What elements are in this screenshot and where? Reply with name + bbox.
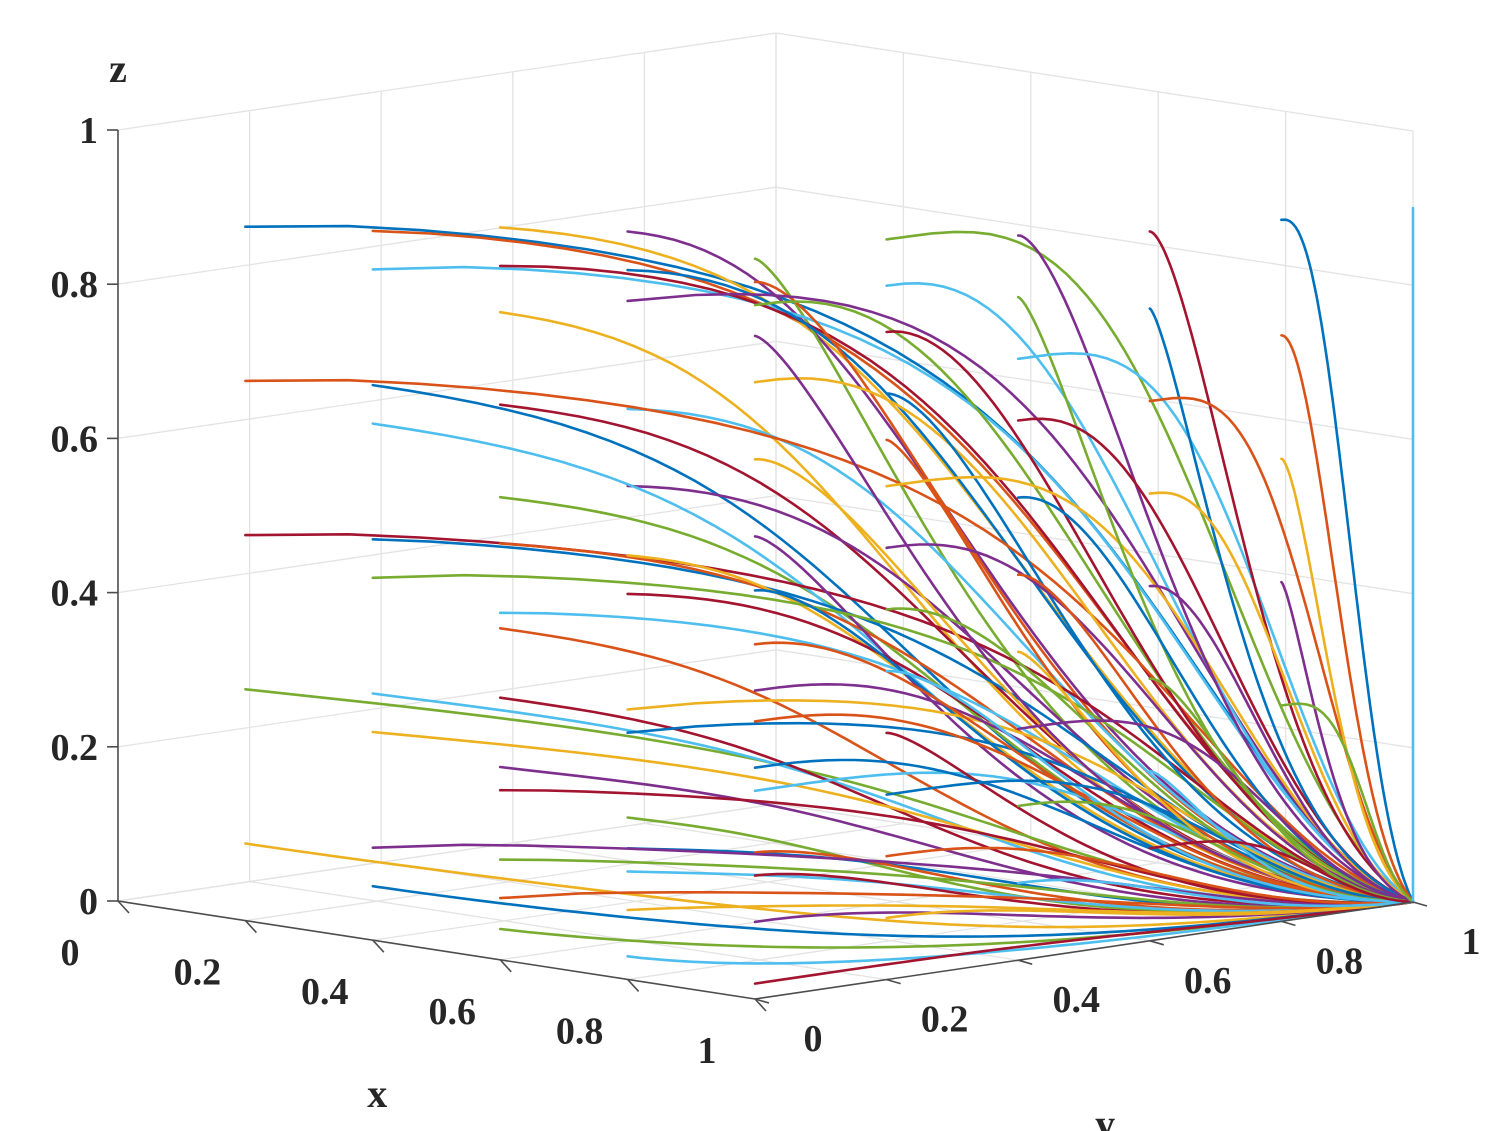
x-tick-mark [244,920,257,934]
trajectory-line [885,779,1415,904]
trajectory-line [1148,230,1415,904]
x-tick-label: 0.8 [556,1010,604,1052]
trajectory-line [498,765,1415,908]
y-tick-label: 0.4 [1052,979,1100,1021]
x-tick-label: 0.4 [301,971,349,1013]
label-layer: x y z 0 0.2 0.4 0.6 0.8 1 0 0.2 0.4 0.6 0.8 1 0 0.2 0.… [51,46,1481,1131]
x-tick-mark [754,998,767,1012]
x-tick-mark [627,978,640,992]
z-tick-label: 0.6 [51,418,99,460]
trajectory-line [1148,584,1415,904]
y-axis-label: y [1095,1101,1115,1131]
trajectory-layer [244,206,1415,985]
y-axis-line [754,901,1414,1000]
grid-line-floor-y [512,842,1150,942]
trajectory-line [1148,769,1415,904]
grid-line-floor-y [381,861,1019,961]
x-tick-mark [499,959,512,973]
trajectory-line [1016,878,1415,908]
trajectory-line [1280,218,1415,904]
trajectory-line [626,699,1415,904]
grid-line-floor-x [500,862,1159,961]
trajectory-line [753,641,1415,904]
trajectory-line [1280,702,1415,904]
y-tick-label: 0.8 [1316,940,1364,982]
trajectory-line [1280,580,1415,904]
z-tick-label: 0.4 [51,573,99,615]
trajectory-line [1280,334,1415,904]
x-axis-line [117,900,756,1000]
grid-line-back-z [775,340,1414,441]
grid-line-floor-x [245,822,904,922]
grid-line-back-z [775,186,1414,286]
grid-line-back-z [775,649,1414,749]
x-tick-label: 1 [698,1030,717,1072]
trajectory-line [885,731,1415,905]
trajectory-line [1016,234,1415,904]
axis-layer [107,129,1428,1012]
x-axis-label: x [367,1071,387,1116]
x-tick-label: 0 [61,932,80,974]
trajectory-line [244,378,1415,904]
trajectory-line [1016,719,1415,904]
x-tick-label: 0.2 [174,952,222,994]
trajectory-line [1148,307,1415,904]
y-tick-mark [1017,959,1033,965]
grid-line-floor-x [117,803,777,902]
trajectory-line [753,900,1415,985]
y-tick-label: 0.2 [921,999,969,1041]
trajectory-line [626,900,1415,965]
trajectory-line [1148,677,1415,904]
grid-line-side-z [117,340,777,440]
x-tick-mark [117,900,130,914]
trajectory-line [885,846,1415,905]
trajectory-line [1016,573,1415,904]
y-tick-mark [1412,901,1428,907]
z-tick-label: 0.8 [51,264,99,306]
trajectory-line [753,376,1415,904]
grid-line-side-z [117,649,777,748]
grid-line-side-z [117,494,777,594]
z-tick-label: 1 [79,110,98,152]
y-tick-label: 0 [804,1018,823,1060]
y-tick-mark [1149,940,1165,946]
trajectory-line [1148,839,1415,904]
grid-line-side-z [117,32,777,131]
trajectory-line [885,669,1415,904]
trajectory-line [1016,351,1415,904]
trajectory-line [244,842,1415,929]
trajectory-line [1280,457,1415,904]
trajectory-line [885,392,1415,904]
trajectory-line [753,535,1415,904]
y-tick-mark [886,978,901,985]
y-tick-mark [1281,920,1296,927]
y-tick-label: 0.6 [1184,960,1232,1002]
z-axis-label: z [109,46,127,91]
trajectory-line [753,334,1415,904]
trajectory-line [885,900,1415,920]
grid-line-back-z [775,32,1414,132]
y-tick-label: 1 [1462,921,1481,963]
x-tick-mark [372,939,385,953]
trajectory-line [885,475,1415,904]
trajectory-line [626,292,1415,904]
z-tick-label: 0 [79,881,98,923]
x-tick-label: 0.6 [428,991,476,1033]
z-tick-label: 0.2 [51,727,99,769]
y-tick-mark [754,998,770,1004]
